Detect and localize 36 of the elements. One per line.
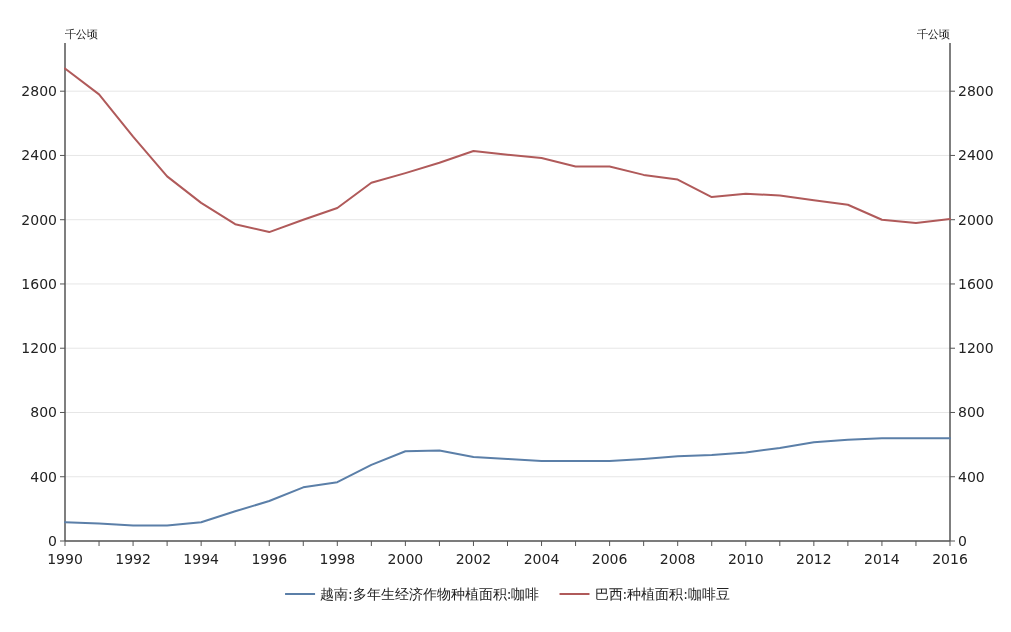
line-series [64,437,951,527]
y2-tick-label: 2800 [958,83,994,100]
y2-tick-label: 800 [958,404,985,421]
legend-label: 巴西:种植面积:咖啡豆 [594,586,730,602]
x-tick-label: 2004 [523,551,560,567]
x-tick-label: 1992 [115,551,151,567]
x-tick-label: 2008 [659,551,696,567]
y-tick-label: 1600 [21,275,57,292]
y2-tick-label: 1200 [958,340,994,357]
x-tick-label: 2010 [727,551,764,567]
y-tick-label: 400 [30,468,57,485]
y2-tick-label: 1600 [958,275,994,292]
line-series [64,67,951,234]
y-tick-label: 2800 [21,83,57,100]
x-tick-label: 1996 [251,551,288,567]
y2-tick-label: 0 [958,533,967,549]
y-tick-label: 0 [48,533,57,549]
y2-tick-label: 2400 [958,147,994,164]
x-tick-label: 2016 [932,551,968,567]
y2-tick-label: 400 [958,468,985,485]
x-tick-label: 2014 [864,551,900,567]
y2-axis-title: 千公顷 [917,28,950,41]
y-tick-label: 2400 [21,147,57,164]
x-tick-label: 2002 [455,551,492,567]
y-tick-label: 2000 [21,211,57,228]
x-tick-label: 2012 [796,551,832,567]
y2-tick-label: 2000 [958,211,994,228]
x-tick-label: 2000 [387,551,424,567]
y-tick-label: 800 [30,404,57,421]
y-tick-label: 1200 [21,340,57,357]
y-axis-title: 千公顷 [65,28,98,41]
x-tick-label: 2006 [591,551,628,567]
legend-label: 越南:多年生经济作物种植面积:咖啡 [320,586,540,602]
x-tick-label: 1990 [47,551,83,567]
x-tick-label: 1998 [319,551,356,567]
x-tick-label: 1994 [183,551,220,567]
